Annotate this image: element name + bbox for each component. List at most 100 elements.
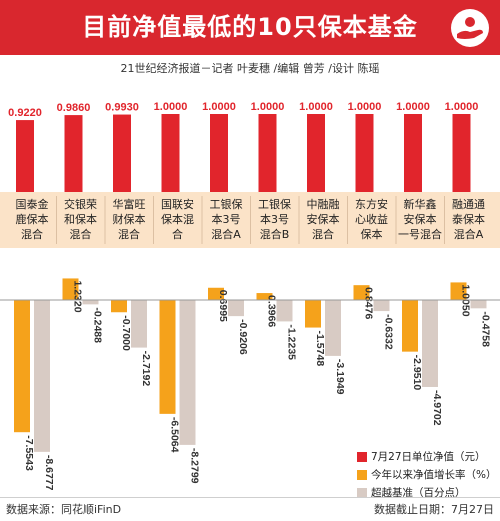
excess-bar: [131, 300, 147, 348]
excess-value-label: -2.7192: [140, 351, 152, 387]
legend-label-nav: 7月27日单位净值（元）: [371, 451, 486, 463]
nav-bar: [161, 114, 180, 192]
nav-value-label: 1.0000: [251, 101, 285, 113]
legend-item-growth: 今年以来净值增长率（%）: [357, 466, 499, 484]
legend-swatch-nav: [357, 452, 367, 462]
nav-bar: [64, 115, 83, 192]
growth-value-label: -7.5543: [23, 435, 35, 471]
nav-bar: [113, 114, 131, 192]
nav-bar: [210, 114, 228, 192]
nav-bar: [404, 114, 422, 192]
nav-bar: [452, 114, 471, 192]
growth-bar: [14, 300, 30, 433]
excess-bar: [422, 300, 438, 387]
excess-bar: [325, 300, 341, 356]
nav-bar: [258, 114, 277, 192]
category-label: 混合: [312, 227, 334, 241]
category-label: 交银荣: [64, 197, 97, 211]
excess-value-label: -0.6332: [383, 314, 395, 350]
excess-value-label: -8.2799: [189, 448, 201, 484]
legend-label-growth: 今年以来净值增长率（%）: [371, 469, 497, 481]
category-label: 心收益: [355, 212, 388, 226]
growth-value-label: -2.9510: [411, 355, 423, 391]
category-label: 本3号: [212, 212, 241, 226]
growth-value-label: 0.6995: [217, 290, 229, 322]
category-label: 华富旺: [113, 197, 146, 211]
category-label: 合: [172, 227, 183, 241]
legend-swatch-growth: [357, 470, 367, 480]
category-label: 混合A: [211, 227, 241, 241]
growth-value-label: -1.5748: [314, 331, 326, 367]
data-deadline: 数据截止日期：7月27日: [374, 503, 494, 516]
data-source: 数据来源：同花顺iFinD: [6, 503, 122, 516]
category-label: 混合: [118, 227, 140, 241]
legend-label-excess: 超越基准（百分点）: [371, 487, 466, 499]
excess-value-label: -0.9206: [237, 319, 249, 355]
growth-value-label: 1.0050: [460, 284, 472, 316]
growth-bar: [256, 293, 273, 300]
growth-bar: [353, 285, 370, 300]
excess-value-label: -1.2235: [286, 324, 298, 360]
nav-value-label: 1.0000: [299, 101, 333, 113]
category-label: 融通通: [452, 198, 485, 211]
category-label: 一号混合: [398, 227, 442, 241]
nav-value-label: 0.9930: [105, 102, 139, 114]
excess-value-label: -0.2488: [92, 307, 104, 343]
excess-bar: [228, 300, 244, 317]
nav-value-label: 1.0000: [445, 101, 479, 113]
excess-bar: [34, 300, 50, 452]
excess-value-label: -8.6777: [43, 455, 55, 491]
growth-bar: [305, 300, 321, 328]
category-label: 和保本: [64, 212, 97, 226]
nav-bar: [16, 120, 34, 192]
category-label: 中融融: [307, 198, 340, 211]
category-label: 保本混: [161, 212, 194, 226]
excess-bar: [470, 300, 487, 309]
category-label: 安保本: [307, 212, 340, 226]
excess-value-label: -3.1949: [334, 359, 346, 395]
nav-value-label: 1.0000: [396, 101, 430, 113]
excess-value-label: -0.4758: [480, 311, 492, 347]
nav-value-label: 1.0000: [154, 101, 188, 113]
legend: 7月27日单位净值（元） 今年以来净值增长率（%） 超越基准（百分点）: [357, 448, 499, 502]
growth-bar: [62, 278, 79, 300]
growth-value-label: 0.3966: [266, 295, 278, 327]
category-label: 工银保: [210, 197, 243, 211]
legend-item-nav: 7月27日单位净值（元）: [357, 448, 499, 466]
nav-value-label: 1.0000: [348, 101, 382, 113]
category-label: 混合: [21, 227, 43, 241]
category-label: 泰保本: [452, 212, 485, 226]
growth-bar: [111, 300, 127, 313]
category-label: 鹿保本: [16, 212, 49, 226]
category-label: 本3号: [260, 212, 289, 226]
legend-item-excess: 超越基准（百分点）: [357, 484, 499, 502]
growth-bar: [450, 282, 467, 300]
category-label: 保本: [361, 227, 383, 241]
nav-value-label: 1.0000: [202, 101, 236, 113]
nav-value-label: 0.9860: [57, 102, 91, 114]
category-label: 新华鑫: [404, 197, 437, 211]
category-label: 东方安: [355, 197, 388, 211]
growth-value-label: 0.8476: [363, 287, 375, 319]
page-title: 目前净值最低的10只保本基金: [82, 13, 418, 41]
growth-value-label: 1.2320: [72, 280, 84, 312]
growth-bar: [159, 300, 176, 414]
category-label: 混合A: [454, 227, 484, 241]
growth-bar: [402, 300, 418, 352]
growth-value-label: -0.7000: [120, 315, 132, 351]
excess-bar: [373, 300, 390, 312]
growth-value-label: -6.5064: [169, 417, 181, 453]
nav-value-label: 0.9220: [8, 107, 42, 119]
category-label: 国泰金: [16, 197, 49, 211]
category-label: 混合B: [260, 227, 290, 241]
legend-swatch-excess: [357, 488, 367, 498]
category-label: 财保本: [113, 212, 146, 226]
excess-bar: [179, 300, 196, 445]
footer: 数据来源：同花顺iFinD 数据截止日期：7月27日: [0, 497, 500, 521]
category-label: 国联安: [161, 197, 194, 211]
category-label: 混合: [70, 227, 92, 241]
hand-coin-icon: [451, 9, 489, 47]
category-label: 安保本: [404, 212, 437, 226]
